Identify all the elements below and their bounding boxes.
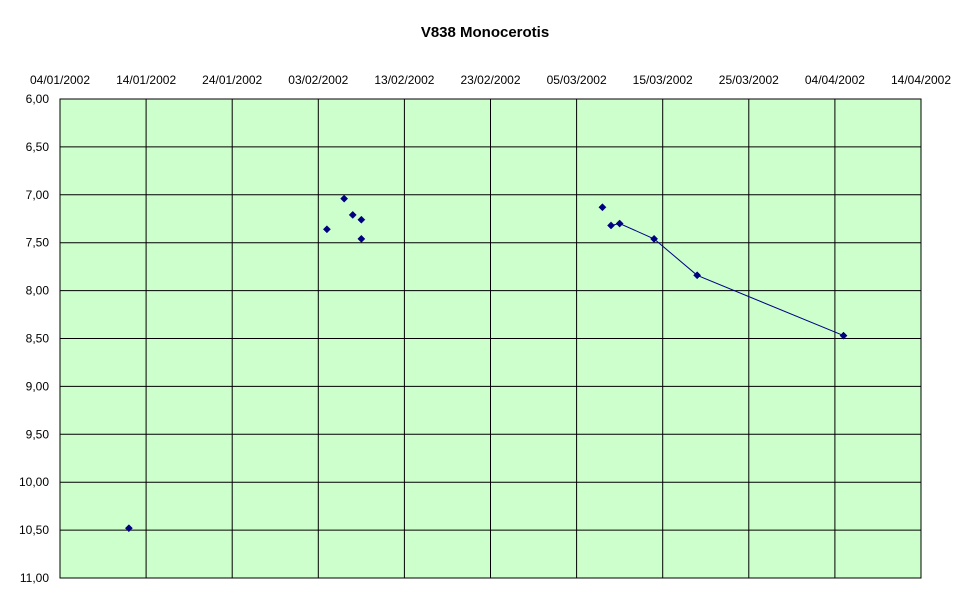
y-tick-label: 8,50 xyxy=(26,332,50,346)
x-tick-label: 04/04/2002 xyxy=(805,73,865,87)
data-point xyxy=(598,203,607,212)
data-point xyxy=(615,219,624,228)
data-point xyxy=(348,210,357,219)
x-tick-label: 25/03/2002 xyxy=(719,73,779,87)
grid-lines xyxy=(60,99,921,578)
data-point xyxy=(124,524,133,533)
y-tick-label: 10,00 xyxy=(19,475,49,489)
y-tick-label: 7,00 xyxy=(26,188,50,202)
y-tick-label: 10,50 xyxy=(19,523,49,537)
x-tick-label: 14/01/2002 xyxy=(116,73,176,87)
x-tick-label: 15/03/2002 xyxy=(633,73,693,87)
data-point xyxy=(650,234,659,243)
y-tick-label: 9,00 xyxy=(26,379,50,393)
data-point xyxy=(357,215,366,224)
data-points xyxy=(124,194,848,533)
y-tick-label: 9,50 xyxy=(26,427,50,441)
data-point xyxy=(607,221,615,230)
data-point xyxy=(340,194,349,203)
x-tick-label: 13/02/2002 xyxy=(374,73,434,87)
data-point xyxy=(693,271,702,280)
y-tick-label: 7,50 xyxy=(26,236,50,250)
data-point xyxy=(322,225,331,234)
x-tick-labels: 04/01/2002 14/01/2002 24/01/2002 03/02/2002… xyxy=(30,73,951,87)
chart-title: V838 Monocerotis xyxy=(421,24,549,41)
x-tick-label: 24/01/2002 xyxy=(202,73,262,87)
data-point xyxy=(357,234,366,243)
data-point xyxy=(839,331,848,340)
y-tick-label: 8,00 xyxy=(26,284,50,298)
x-tick-label: 23/02/2002 xyxy=(460,73,520,87)
x-tick-label: 14/04/2002 xyxy=(891,73,951,87)
y-tick-label: 6,50 xyxy=(26,140,50,154)
x-tick-label: 03/02/2002 xyxy=(288,73,348,87)
y-tick-label: 11,00 xyxy=(20,571,49,585)
x-tick-label: 05/03/2002 xyxy=(547,73,607,87)
y-tick-label: 6,00 xyxy=(26,92,50,106)
x-tick-label: 04/01/2002 xyxy=(30,73,90,87)
y-tick-labels: 6,00 6,50 7,00 7,50 8,00 8,50 9,00 9,50 10,00 10,… xyxy=(19,92,49,585)
